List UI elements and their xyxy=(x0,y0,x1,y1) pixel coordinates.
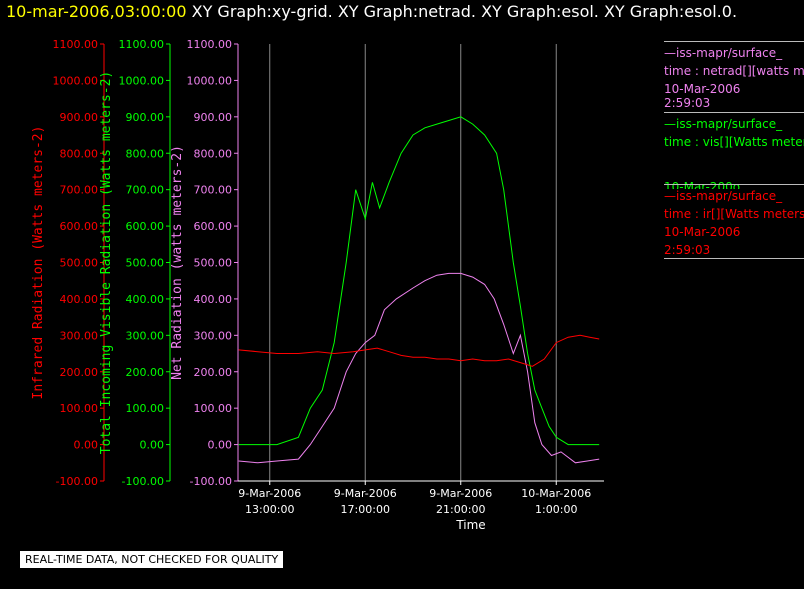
x-tick-label: 10-Mar-2006 xyxy=(521,487,591,500)
y-tick-label: 1000.00 xyxy=(119,74,165,87)
y-tick-label: 400.00 xyxy=(126,293,165,306)
legend-netrad-time: 2:59:03 xyxy=(664,94,804,112)
x-tick-label: 21:00:00 xyxy=(436,503,485,516)
y-tick-label: 0.00 xyxy=(208,439,233,452)
x-tick-label: 1:00:00 xyxy=(535,503,577,516)
graph-title-bar: 10-mar-2006,03:00:00 XY Graph:xy-grid. X… xyxy=(6,2,737,22)
y-tick-label: 1100.00 xyxy=(187,38,233,51)
y-tick-label: 200.00 xyxy=(60,366,99,379)
y-tick-label: 1100.00 xyxy=(53,38,99,51)
x-tick-label: 9-Mar-2006 xyxy=(334,487,397,500)
series-line-ir xyxy=(238,334,600,367)
y-tick-label: 200.00 xyxy=(194,366,233,379)
series-line-netrad xyxy=(238,272,600,464)
legend-vis-line2: time : vis[][Watts meter xyxy=(664,135,804,149)
y-tick-label: 700.00 xyxy=(60,184,99,197)
y-tick-label: 900.00 xyxy=(126,111,165,124)
y-tick-label: 300.00 xyxy=(194,329,233,342)
y-tick-label: 800.00 xyxy=(126,147,165,160)
legend-netrad-line2: time : netrad[][watts m xyxy=(664,64,804,78)
legend-separator xyxy=(664,41,804,42)
y-tick-label: 100.00 xyxy=(194,402,233,415)
legend-separator xyxy=(664,112,804,113)
y-tick-label: 100.00 xyxy=(126,402,165,415)
y-tick-label: 700.00 xyxy=(126,184,165,197)
axes-layer: 1100.00 1000.00 900.00 800.00 700.00 600.00 50… xyxy=(31,38,239,488)
legend-netrad-line4: 2:59:03 xyxy=(664,96,711,110)
y-tick-label: 1100.00 xyxy=(119,38,165,51)
y-tick-label: -100.00 xyxy=(122,475,164,488)
legend-ir-line1: —iss-mapr/surface_ xyxy=(664,189,783,203)
y-tick-label: -100.00 xyxy=(56,475,98,488)
legend-vis-line1: —iss-mapr/surface_ xyxy=(664,117,783,131)
y-tick-label: 600.00 xyxy=(194,220,233,233)
series-layer xyxy=(238,116,600,464)
y-tick-label: 200.00 xyxy=(126,366,165,379)
y-tick-label: 400.00 xyxy=(60,293,99,306)
legend-ir-line4: 2:59:03 xyxy=(664,243,711,257)
y-tick-label: 1000.00 xyxy=(187,74,233,87)
y-tick-label: 0.00 xyxy=(140,439,165,452)
y-axis-label: Infrared Radiation (Watts meters-2) xyxy=(31,126,46,400)
legend-netrad: —iss-mapr/surface_ time : netrad[][watts… xyxy=(664,40,804,100)
legend-ir-line2: time : ir[][Watts meters xyxy=(664,207,804,221)
x-axis: 9-Mar-2006 13:00:00 9-Mar-2006 17:00:00 9-Ma… xyxy=(238,480,604,532)
y-tick-label: 900.00 xyxy=(60,111,99,124)
legend-netrad-line1: —iss-mapr/surface_ xyxy=(664,46,783,60)
y-tick-label: 600.00 xyxy=(126,220,165,233)
quality-notice: REAL-TIME DATA, NOT CHECKED FOR QUALITY xyxy=(20,551,284,568)
y-tick-label: 800.00 xyxy=(60,147,99,160)
x-tick-label: 9-Mar-2006 xyxy=(238,487,301,500)
y-tick-label: 1000.00 xyxy=(53,74,99,87)
x-tick-label: 9-Mar-2006 xyxy=(429,487,492,500)
y-tick-label: 700.00 xyxy=(194,184,233,197)
y-tick-label: 100.00 xyxy=(60,402,99,415)
x-tick-label: 17:00:00 xyxy=(341,503,390,516)
y-tick-label: 300.00 xyxy=(60,329,99,342)
y-axis-label: Total Incoming Visible Radiation (Watts … xyxy=(99,71,114,455)
header-graph-list: XY Graph:xy-grid. XY Graph:netrad. XY Gr… xyxy=(191,2,738,21)
x-tick-label: 13:00:00 xyxy=(245,503,294,516)
header-datetime: 10-mar-2006,03:00:00 xyxy=(6,2,187,21)
legend-netrad-line3: 10-Mar-2006 xyxy=(664,82,741,96)
legend-vis: —iss-mapr/surface_ time : vis[][Watts me… xyxy=(664,111,804,189)
y-tick-label: -100.00 xyxy=(190,475,232,488)
y-tick-label: 600.00 xyxy=(60,220,99,233)
series-line-vis xyxy=(238,116,600,446)
legend-ir: —iss-mapr/surface_ time : ir[][Watts met… xyxy=(664,183,804,263)
legend-ir-line3: 10-Mar-2006 xyxy=(664,225,741,239)
y-tick-label: 0.00 xyxy=(74,439,99,452)
y-tick-label: 400.00 xyxy=(194,293,233,306)
y-tick-label: 300.00 xyxy=(126,329,165,342)
y-tick-label: 500.00 xyxy=(60,257,99,270)
legend-separator xyxy=(664,184,804,185)
legend-separator xyxy=(664,258,804,259)
y-tick-label: 900.00 xyxy=(194,111,233,124)
x-axis-label: Time xyxy=(455,518,485,532)
y-axis-label: Net Radiation (watts meters-2) xyxy=(170,145,185,380)
y-tick-label: 800.00 xyxy=(194,147,233,160)
y-tick-label: 500.00 xyxy=(194,257,233,270)
y-tick-label: 500.00 xyxy=(126,257,165,270)
